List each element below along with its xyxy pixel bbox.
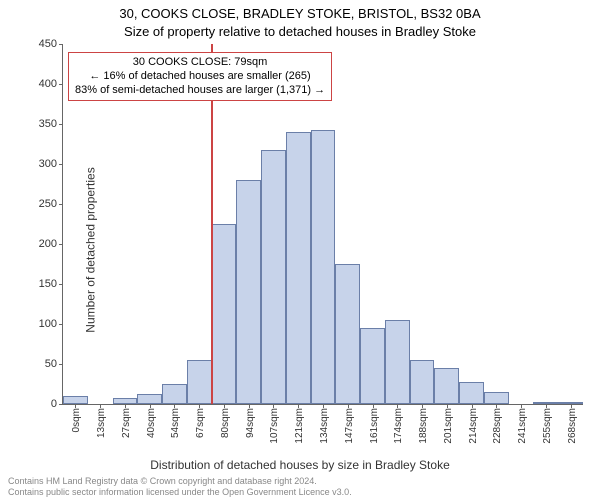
y-tick-label: 0 — [51, 398, 57, 410]
y-tick-label: 50 — [45, 358, 57, 370]
y-tick-label: 200 — [39, 238, 57, 250]
y-tick-mark — [59, 124, 63, 125]
x-tick-label: 214sqm — [468, 408, 479, 444]
x-tick-label: 67sqm — [195, 408, 206, 438]
histogram-bar — [484, 392, 509, 404]
histogram-bar — [212, 224, 237, 404]
x-tick-label: 161sqm — [369, 408, 380, 444]
x-tick-label: 27sqm — [121, 408, 132, 438]
y-tick-label: 100 — [39, 318, 57, 330]
y-tick-mark — [59, 204, 63, 205]
x-tick-label: 13sqm — [96, 408, 107, 438]
histogram-bar — [236, 180, 261, 404]
footer-attribution: Contains HM Land Registry data © Crown c… — [8, 476, 352, 498]
annotation-line: 83% of semi-detached houses are larger (… — [75, 84, 325, 98]
footer-line-1: Contains HM Land Registry data © Crown c… — [8, 476, 352, 487]
annotation-line: 30 COOKS CLOSE: 79sqm — [75, 56, 325, 70]
y-tick-label: 300 — [39, 158, 57, 170]
histogram-bar — [410, 360, 435, 404]
x-tick-label: 174sqm — [393, 408, 404, 444]
histogram-bar — [385, 320, 410, 404]
histogram-bar — [63, 396, 88, 404]
y-tick-mark — [59, 44, 63, 45]
x-tick-label: 54sqm — [170, 408, 181, 438]
y-tick-mark — [59, 324, 63, 325]
x-tick-label: 107sqm — [269, 408, 280, 444]
histogram-bar — [311, 130, 336, 404]
y-tick-label: 250 — [39, 198, 57, 210]
x-tick-label: 134sqm — [319, 408, 330, 444]
x-tick-label: 121sqm — [294, 408, 305, 444]
y-tick-mark — [59, 364, 63, 365]
x-tick-label: 80sqm — [220, 408, 231, 438]
y-tick-label: 150 — [39, 278, 57, 290]
histogram-bar — [286, 132, 311, 404]
histogram-bar — [162, 384, 187, 404]
x-tick-label: 94sqm — [245, 408, 256, 438]
x-tick-label: 40sqm — [146, 408, 157, 438]
x-tick-label: 228sqm — [492, 408, 503, 444]
y-tick-label: 450 — [39, 38, 57, 50]
histogram-bar — [335, 264, 360, 404]
footer-line-2: Contains public sector information licen… — [8, 487, 352, 498]
x-tick-label: 0sqm — [71, 408, 82, 432]
chart-title-main: 30, COOKS CLOSE, BRADLEY STOKE, BRISTOL,… — [0, 6, 600, 21]
y-tick-label: 400 — [39, 78, 57, 90]
histogram-bar — [187, 360, 212, 404]
y-tick-mark — [59, 244, 63, 245]
histogram-bar — [459, 382, 484, 404]
y-tick-label: 350 — [39, 118, 57, 130]
x-axis-label: Distribution of detached houses by size … — [0, 458, 600, 472]
histogram-bar — [360, 328, 385, 404]
x-tick-label: 201sqm — [443, 408, 454, 444]
histogram-bar — [261, 150, 286, 404]
y-tick-mark — [59, 164, 63, 165]
histogram-bar — [434, 368, 459, 404]
x-tick-label: 147sqm — [344, 408, 355, 444]
chart-title-sub: Size of property relative to detached ho… — [0, 24, 600, 39]
annotation-box: 30 COOKS CLOSE: 79sqm← 16% of detached h… — [68, 52, 332, 101]
x-tick-label: 268sqm — [567, 408, 578, 444]
x-tick-label: 188sqm — [418, 408, 429, 444]
x-tick-label: 241sqm — [517, 408, 528, 444]
x-tick-label: 255sqm — [542, 408, 553, 444]
histogram-bar — [137, 394, 162, 404]
y-tick-mark — [59, 84, 63, 85]
y-tick-mark — [59, 284, 63, 285]
annotation-line: ← 16% of detached houses are smaller (26… — [75, 70, 325, 84]
y-tick-mark — [59, 404, 63, 405]
